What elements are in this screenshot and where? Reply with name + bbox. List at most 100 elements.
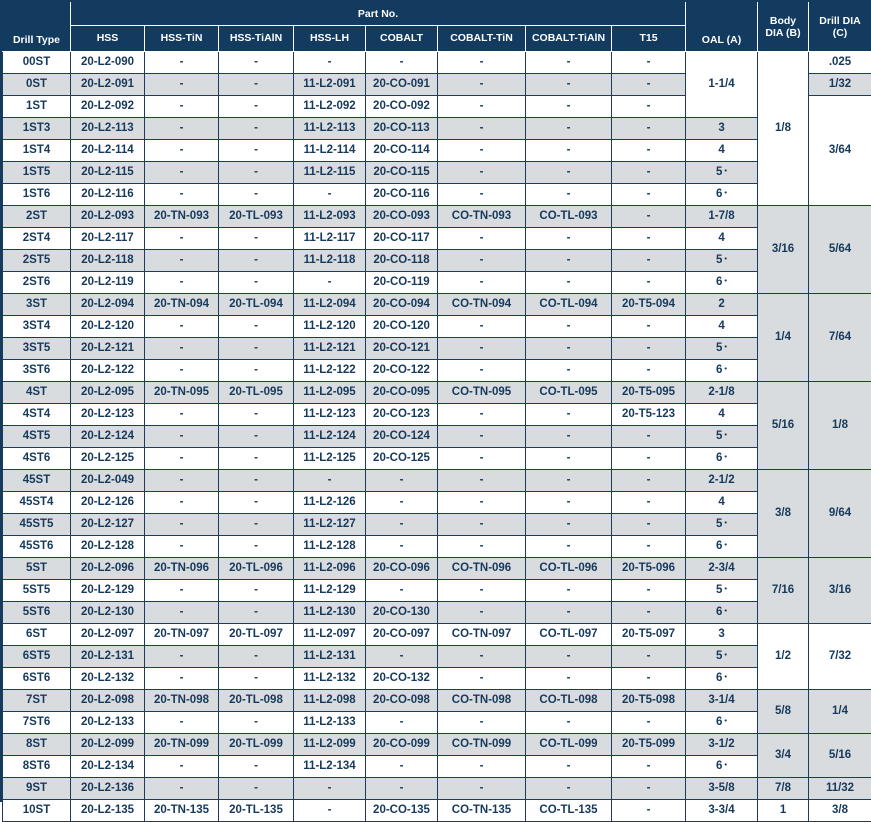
drill-type-cell: 4ST6 — [3, 448, 71, 470]
drill-dia-cell: 5/64 — [809, 206, 871, 294]
part-number-cell: 20-CO-095 — [366, 382, 438, 404]
part-number-cell: - — [526, 162, 612, 184]
body-dia-cell: 3/16 — [758, 206, 809, 294]
part-number-cell: 20-CO-122 — [366, 360, 438, 382]
oal-cell: 4 — [686, 492, 758, 514]
part-number-cell: - — [526, 712, 612, 734]
part-number-cell: - — [438, 536, 526, 558]
header-cobalt-tin: COBALT-TiN — [438, 26, 526, 52]
part-number-cell: 20-L2-098 — [71, 690, 145, 712]
part-number-cell: - — [145, 272, 219, 294]
footnote-dot: • — [722, 364, 727, 373]
part-number-cell: 20-L2-128 — [71, 536, 145, 558]
drill-type-cell: 2ST — [3, 206, 71, 228]
part-number-cell: - — [219, 492, 294, 514]
part-number-cell: - — [612, 492, 686, 514]
part-number-cell: 20-L2-129 — [71, 580, 145, 602]
oal-cell: 3 — [686, 624, 758, 646]
drill-type-cell: 8ST — [3, 734, 71, 756]
drill-type-cell: 10ST — [3, 800, 71, 822]
part-number-cell: - — [145, 426, 219, 448]
part-number-cell: - — [438, 646, 526, 668]
part-number-cell: - — [438, 602, 526, 624]
part-number-cell: - — [145, 668, 219, 690]
part-number-cell: - — [145, 646, 219, 668]
part-number-cell: - — [438, 250, 526, 272]
part-number-cell: 20-TN-135 — [145, 800, 219, 822]
part-number-cell: 20-CO-130 — [366, 602, 438, 624]
drill-dia-cell: 7/64 — [809, 294, 871, 382]
drill-type-cell: 7ST — [3, 690, 71, 712]
part-number-cell: 20-TN-095 — [145, 382, 219, 404]
part-number-cell: 20-CO-097 — [366, 624, 438, 646]
part-number-cell: 11-L2-097 — [294, 624, 366, 646]
part-number-cell: - — [438, 52, 526, 74]
part-number-cell: - — [612, 426, 686, 448]
part-number-cell: 20-TL-094 — [219, 294, 294, 316]
part-number-cell: 20-L2-135 — [71, 800, 145, 822]
part-number-cell: - — [366, 778, 438, 800]
part-number-cell: - — [219, 514, 294, 536]
drill-type-cell: 2ST5 — [3, 250, 71, 272]
part-number-cell: - — [145, 162, 219, 184]
part-number-cell: 20-L2-132 — [71, 668, 145, 690]
part-number-cell: 20-TN-098 — [145, 690, 219, 712]
part-number-cell: - — [219, 448, 294, 470]
drill-dia-cell: 1/8 — [809, 382, 871, 470]
drill-dia-cell: 1/4 — [809, 690, 871, 734]
header-t15: T15 — [612, 26, 686, 52]
oal-cell: 6• — [686, 756, 758, 778]
table-header: Drill Type Part No. OAL (A) Body DIA (B)… — [3, 3, 871, 52]
footnote-dot: • — [722, 342, 727, 351]
part-number-cell: - — [438, 74, 526, 96]
part-number-cell: - — [526, 96, 612, 118]
part-number-cell: 20-T5-099 — [612, 734, 686, 756]
drill-dia-cell: .025 — [809, 52, 871, 74]
part-number-cell: 20-L2-099 — [71, 734, 145, 756]
part-number-cell: - — [526, 272, 612, 294]
part-number-cell: 11-L2-095 — [294, 382, 366, 404]
part-number-cell: - — [366, 646, 438, 668]
drill-dia-cell: 11/32 — [809, 778, 871, 800]
part-number-cell: 20-L2-121 — [71, 338, 145, 360]
footnote-dot: • — [722, 540, 727, 549]
drill-type-cell: 4ST — [3, 382, 71, 404]
part-number-cell: 20-CO-093 — [366, 206, 438, 228]
drill-type-cell: 6ST6 — [3, 668, 71, 690]
footnote-dot: • — [722, 430, 727, 439]
drill-type-cell: 5ST6 — [3, 602, 71, 624]
part-number-cell: 20-CO-098 — [366, 690, 438, 712]
oal-cell: 2 — [686, 294, 758, 316]
part-number-cell: CO-TN-097 — [438, 624, 526, 646]
part-number-cell: 20-TL-096 — [219, 558, 294, 580]
part-number-cell: - — [219, 140, 294, 162]
part-number-cell: - — [219, 426, 294, 448]
part-number-cell: - — [145, 602, 219, 624]
drill-type-cell: 1ST6 — [3, 184, 71, 206]
part-number-cell: 20-L2-133 — [71, 712, 145, 734]
part-number-cell: - — [219, 712, 294, 734]
part-number-cell: - — [219, 316, 294, 338]
body-dia-cell: 5/8 — [758, 690, 809, 734]
part-number-cell: - — [612, 74, 686, 96]
drill-type-cell: 9ST — [3, 778, 71, 800]
part-number-cell: - — [526, 250, 612, 272]
part-number-cell: - — [219, 580, 294, 602]
part-number-cell: - — [438, 470, 526, 492]
header-body-dia: Body DIA (B) — [758, 3, 809, 52]
part-number-cell: - — [145, 96, 219, 118]
header-cobalt-tialn: COBALT-TiAlN — [526, 26, 612, 52]
part-number-cell: - — [526, 316, 612, 338]
oal-cell: 6• — [686, 272, 758, 294]
part-number-cell: - — [612, 360, 686, 382]
